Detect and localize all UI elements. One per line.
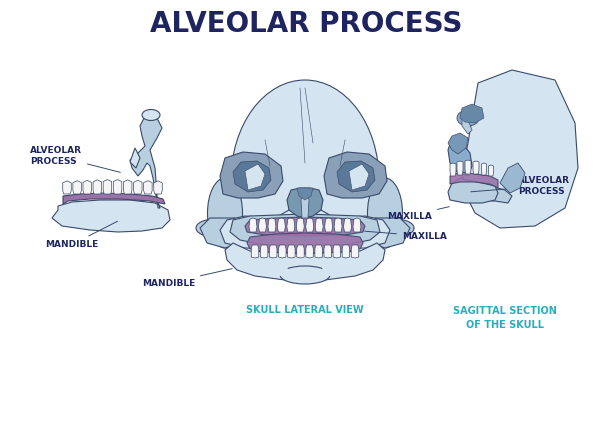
Polygon shape	[258, 218, 266, 232]
Polygon shape	[200, 218, 245, 248]
Polygon shape	[482, 163, 487, 175]
Polygon shape	[268, 218, 276, 232]
Polygon shape	[52, 200, 170, 232]
Text: SAGITTAL SECTION
OF THE SKULL: SAGITTAL SECTION OF THE SKULL	[453, 306, 557, 330]
Polygon shape	[334, 218, 342, 232]
Polygon shape	[144, 181, 152, 194]
Polygon shape	[93, 180, 102, 194]
Polygon shape	[324, 245, 332, 258]
Polygon shape	[296, 218, 304, 232]
Polygon shape	[220, 152, 283, 198]
Polygon shape	[465, 160, 471, 174]
Polygon shape	[233, 161, 271, 192]
Polygon shape	[315, 245, 323, 258]
Polygon shape	[454, 180, 512, 203]
Polygon shape	[260, 245, 268, 258]
Polygon shape	[351, 245, 359, 258]
Polygon shape	[315, 218, 323, 232]
Polygon shape	[225, 243, 385, 281]
Polygon shape	[450, 163, 456, 176]
Polygon shape	[245, 164, 265, 190]
Ellipse shape	[367, 178, 403, 248]
Text: ALVEOLAR PROCESS: ALVEOLAR PROCESS	[150, 10, 462, 38]
Text: MANDIBLE: MANDIBLE	[45, 221, 118, 249]
Polygon shape	[103, 180, 112, 194]
Polygon shape	[337, 161, 375, 192]
Polygon shape	[349, 164, 369, 190]
Polygon shape	[247, 233, 363, 253]
Polygon shape	[220, 210, 390, 250]
Polygon shape	[448, 178, 498, 203]
Polygon shape	[252, 245, 259, 258]
Polygon shape	[457, 161, 463, 175]
Text: MAXILLA: MAXILLA	[387, 207, 449, 220]
Polygon shape	[460, 104, 484, 123]
Ellipse shape	[142, 110, 160, 121]
Ellipse shape	[271, 266, 289, 276]
Polygon shape	[297, 245, 304, 258]
Polygon shape	[278, 245, 286, 258]
Polygon shape	[353, 218, 361, 232]
Polygon shape	[154, 181, 162, 194]
Ellipse shape	[207, 178, 242, 248]
Polygon shape	[462, 116, 472, 134]
Polygon shape	[269, 245, 277, 258]
Polygon shape	[500, 163, 525, 193]
Text: MANDIBLE: MANDIBLE	[142, 269, 233, 288]
Polygon shape	[297, 188, 313, 200]
Polygon shape	[245, 217, 365, 236]
Polygon shape	[287, 218, 295, 232]
Ellipse shape	[240, 88, 370, 208]
Polygon shape	[306, 218, 314, 232]
Text: ALVEOLAR
PROCESS: ALVEOLAR PROCESS	[30, 146, 121, 172]
Ellipse shape	[376, 219, 414, 237]
Text: ALVEOLAR
PROCESS: ALVEOLAR PROCESS	[471, 176, 570, 196]
Polygon shape	[448, 138, 472, 176]
Polygon shape	[365, 218, 410, 248]
Polygon shape	[324, 218, 333, 232]
Polygon shape	[342, 245, 349, 258]
Ellipse shape	[280, 266, 330, 284]
Polygon shape	[277, 218, 285, 232]
Polygon shape	[83, 180, 91, 194]
Polygon shape	[73, 181, 81, 194]
Polygon shape	[488, 165, 493, 176]
Polygon shape	[333, 245, 340, 258]
Polygon shape	[249, 218, 257, 232]
Polygon shape	[130, 116, 162, 208]
Ellipse shape	[196, 219, 234, 237]
Polygon shape	[343, 218, 351, 232]
Ellipse shape	[457, 110, 479, 126]
Polygon shape	[230, 214, 380, 246]
Polygon shape	[324, 152, 387, 198]
Polygon shape	[288, 245, 295, 258]
Polygon shape	[133, 180, 142, 194]
Polygon shape	[287, 188, 323, 218]
Polygon shape	[124, 180, 132, 194]
Polygon shape	[301, 190, 309, 218]
Ellipse shape	[321, 266, 339, 276]
Polygon shape	[473, 161, 479, 174]
Ellipse shape	[231, 80, 379, 280]
Polygon shape	[130, 148, 140, 168]
Polygon shape	[306, 245, 313, 258]
Polygon shape	[113, 180, 122, 194]
Text: MAXILLA: MAXILLA	[365, 231, 447, 241]
Polygon shape	[450, 172, 498, 188]
Polygon shape	[63, 181, 71, 194]
Polygon shape	[462, 70, 578, 228]
Polygon shape	[63, 193, 165, 204]
Polygon shape	[448, 133, 468, 154]
Text: SKULL LATERAL VIEW: SKULL LATERAL VIEW	[246, 305, 364, 315]
